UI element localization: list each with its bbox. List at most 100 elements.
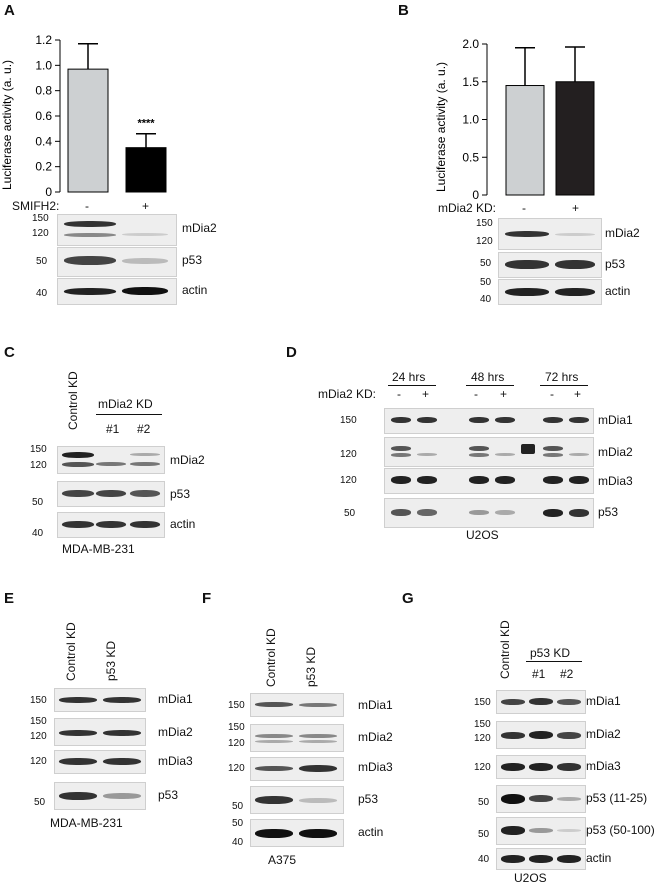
chart-b: Luciferase activity (a. u.) 0 0.5 1.0 1.5 2.…: [434, 37, 595, 202]
blot-label-e-4: p53: [158, 788, 179, 802]
blot-c-actin: [57, 512, 165, 538]
mw-f-3: 120: [228, 738, 245, 749]
mw-d-3: 120: [340, 475, 357, 486]
blot-f-actin: [250, 819, 344, 847]
blot-a-mdia2: [57, 214, 177, 246]
blot-e-mdia1: [54, 688, 146, 712]
blot-label-g-6: actin: [586, 851, 612, 865]
blot-g-p53-11-25: [496, 785, 586, 813]
chart-a-bar-1: [67, 68, 109, 193]
blot-label-c-2: p53: [170, 487, 191, 501]
lane-label-e-1: Control KD: [64, 622, 78, 681]
mw-g-3: 120: [474, 733, 491, 744]
blot-g-mdia2: [496, 721, 586, 749]
mw-e-2: 150: [30, 716, 47, 727]
cell-line-d: U2OS: [466, 528, 499, 542]
blot-label-a-2: p53: [182, 253, 203, 267]
blot-label-e-3: mDia3: [158, 754, 193, 768]
blot-e-mdia3: [54, 750, 146, 774]
sub-label-g-1: #1: [532, 667, 546, 681]
blot-b-mdia2: [498, 218, 602, 250]
blot-e-mdia2: [54, 718, 146, 746]
chart-a: Luciferase activity (a. u.) 0 0.2 0.4 0.6 0.…: [0, 33, 167, 199]
treatment-label-d: mDia2 KD:: [318, 387, 377, 401]
blot-label-g-5: p53 (50-100): [586, 823, 655, 837]
lane-label-f-2: p53 KD: [304, 646, 318, 687]
chart-b-ytick-label-1: 0.5: [462, 150, 479, 164]
mw-b-2: 120: [476, 236, 493, 247]
mw-g-4: 120: [474, 762, 491, 773]
blot-d-mdia3: [384, 468, 594, 494]
blot-label-c-1: mDia2: [170, 453, 205, 467]
panel-label-c: C: [4, 344, 15, 361]
chart-a-ytick-label-6: 1.2: [35, 33, 52, 47]
mw-b-3: 50: [480, 258, 492, 269]
cond-d-6: +: [574, 387, 582, 401]
mw-e-5: 50: [34, 797, 46, 808]
chart-b-bar-1: [505, 85, 545, 196]
blot-c-p53: [57, 481, 165, 507]
blot-label-d-1: mDia1: [598, 413, 633, 427]
mw-e-3: 120: [30, 731, 47, 742]
mw-g-2: 150: [474, 719, 491, 730]
chart-b-bar-2: [555, 81, 595, 196]
cond-d-2: +: [422, 387, 430, 401]
blot-label-a-1: mDia2: [182, 221, 217, 235]
mw-a-1: 150: [32, 213, 49, 224]
chart-b-ytick-label-0: 0: [472, 188, 479, 202]
blot-c-mdia2: [57, 446, 165, 474]
blot-g-actin: [496, 848, 586, 870]
blot-g-mdia1: [496, 690, 586, 714]
mw-b-5: 40: [480, 294, 492, 305]
group-line-c: [96, 414, 162, 415]
mw-f-5: 50: [232, 801, 244, 812]
mw-f-7: 40: [232, 837, 244, 848]
blot-label-g-1: mDia1: [586, 694, 621, 708]
group-label-c: mDia2 KD: [98, 397, 153, 411]
blot-label-g-2: mDia2: [586, 727, 621, 741]
blot-label-b-2: p53: [605, 257, 626, 271]
treatment-label-b: mDia2 KD:: [438, 201, 497, 215]
time-line-d-1: [388, 385, 436, 386]
chart-a-ytick-label-2: 0.4: [35, 134, 52, 148]
cell-line-c: MDA-MB-231: [62, 542, 135, 556]
blot-label-f-1: mDia1: [358, 698, 393, 712]
cond-d-3: -: [474, 387, 478, 401]
cond-d-4: +: [500, 387, 508, 401]
blot-a-actin: [57, 278, 177, 305]
mw-b-1: 150: [476, 218, 493, 229]
blot-label-e-1: mDia1: [158, 692, 193, 706]
blot-label-b-3: actin: [605, 284, 631, 298]
panel-label-d: D: [286, 344, 297, 361]
blot-e-p53: [54, 782, 146, 810]
mw-g-5: 50: [478, 797, 490, 808]
blot-f-mdia3: [250, 757, 344, 781]
time-line-d-2: [466, 385, 514, 386]
chart-a-significance: ****: [137, 118, 155, 130]
chart-a-ytick-label-3: 0.6: [35, 109, 52, 123]
blot-label-f-2: mDia2: [358, 730, 393, 744]
mw-a-3: 50: [36, 256, 48, 267]
blot-label-a-3: actin: [182, 283, 208, 297]
chart-b-ytick-label-2: 1.0: [462, 113, 479, 127]
time-line-d-3: [540, 385, 588, 386]
blot-label-d-3: mDia3: [598, 474, 633, 488]
cell-line-g: U2OS: [514, 871, 547, 885]
mw-f-1: 150: [228, 700, 245, 711]
lane-label-g-control: Control KD: [498, 620, 512, 679]
mw-b-4: 50: [480, 277, 492, 288]
blot-label-c-3: actin: [170, 517, 196, 531]
group-label-g: p53 KD: [530, 646, 571, 660]
mw-g-1: 150: [474, 697, 491, 708]
chart-a-ytick-label-1: 0.2: [35, 160, 52, 174]
blot-label-f-3: mDia3: [358, 760, 393, 774]
treatment-label-a: SMIFH2:: [12, 199, 60, 213]
blot-label-e-2: mDia2: [158, 725, 193, 739]
chart-a-bar-2: [125, 147, 167, 193]
time-label-d-1: 24 hrs: [392, 370, 426, 384]
cond-b-1: -: [522, 201, 526, 215]
blot-b-p53: [498, 252, 602, 278]
sub-label-g-2: #2: [560, 667, 574, 681]
blot-g-p53-50-100: [496, 817, 586, 845]
mw-f-4: 120: [228, 763, 245, 774]
